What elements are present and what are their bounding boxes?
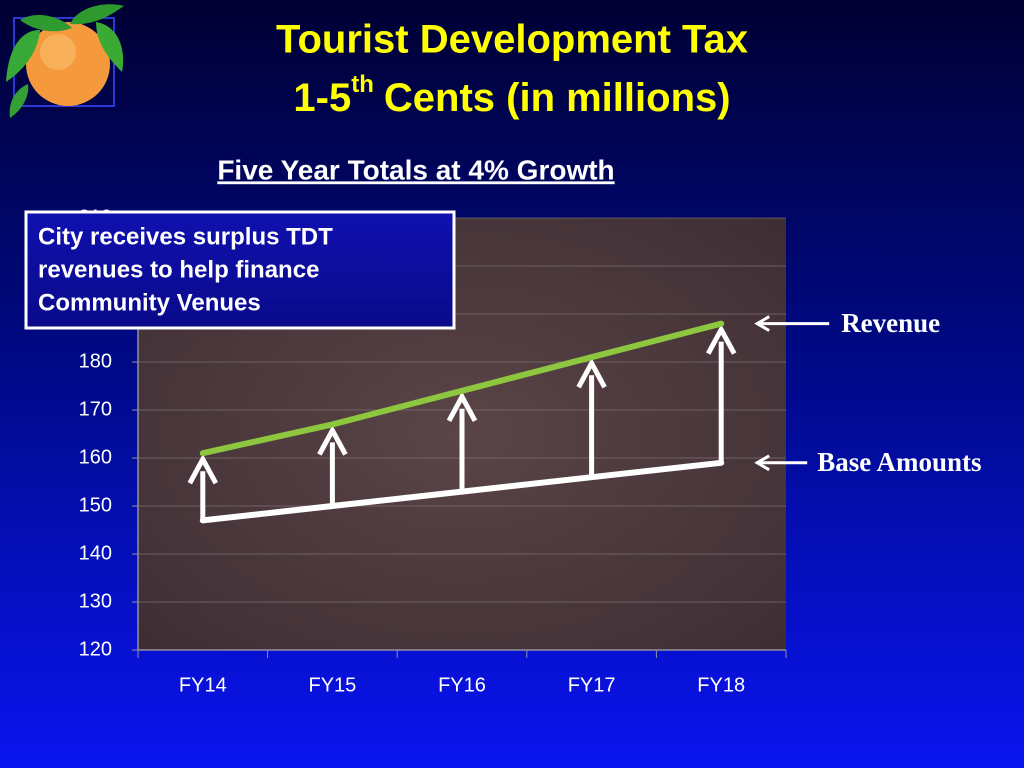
callout-line: Community Venues (38, 289, 261, 316)
growth-arrow-head (317, 425, 348, 456)
title-superscript: th (351, 71, 374, 98)
legend-arrow-head (754, 315, 770, 332)
series-line (199, 459, 725, 524)
growth-arrow-head (576, 357, 607, 389)
callout-line: revenues to help finance (38, 256, 319, 283)
y-tick-label: 150 (79, 494, 112, 516)
growth-arrow-head (706, 324, 737, 355)
series-line (199, 320, 725, 457)
title-end: Cents (in millions) (384, 76, 731, 120)
y-tick-label: 170 (79, 398, 112, 420)
orange-logo (6, 4, 124, 118)
y-tick-label: 120 (79, 638, 112, 660)
y-tick-label: 180 (79, 350, 112, 372)
growth-arrow-head (446, 391, 478, 422)
x-tick-label: FY18 (697, 674, 745, 696)
subtitle: Five Year Totals at 4% Growth (217, 154, 614, 185)
legend-label: Revenue (841, 308, 940, 338)
legend-arrow-head (754, 454, 770, 472)
title-start: 1-5 (293, 76, 351, 120)
callout-line: City receives surplus TDT (38, 223, 333, 250)
legend-label: Base Amounts (817, 447, 981, 477)
y-tick-label: 140 (79, 542, 112, 564)
y-tick-label: 160 (79, 446, 112, 468)
x-tick-label: FY14 (179, 674, 227, 696)
x-tick-label: FY15 (308, 674, 356, 696)
callout-box (24, 210, 456, 330)
title-line2: 1-5th Cents (in millions) (293, 71, 730, 119)
y-tick-label: 130 (79, 590, 112, 612)
callout: City receives surplus TDT revenues to he… (24, 210, 456, 330)
x-tick-label: FY16 (438, 674, 486, 696)
growth-arrow-head (187, 453, 218, 485)
x-tick-label: FY17 (568, 674, 616, 696)
title-line1: Tourist Development Tax (276, 18, 748, 62)
